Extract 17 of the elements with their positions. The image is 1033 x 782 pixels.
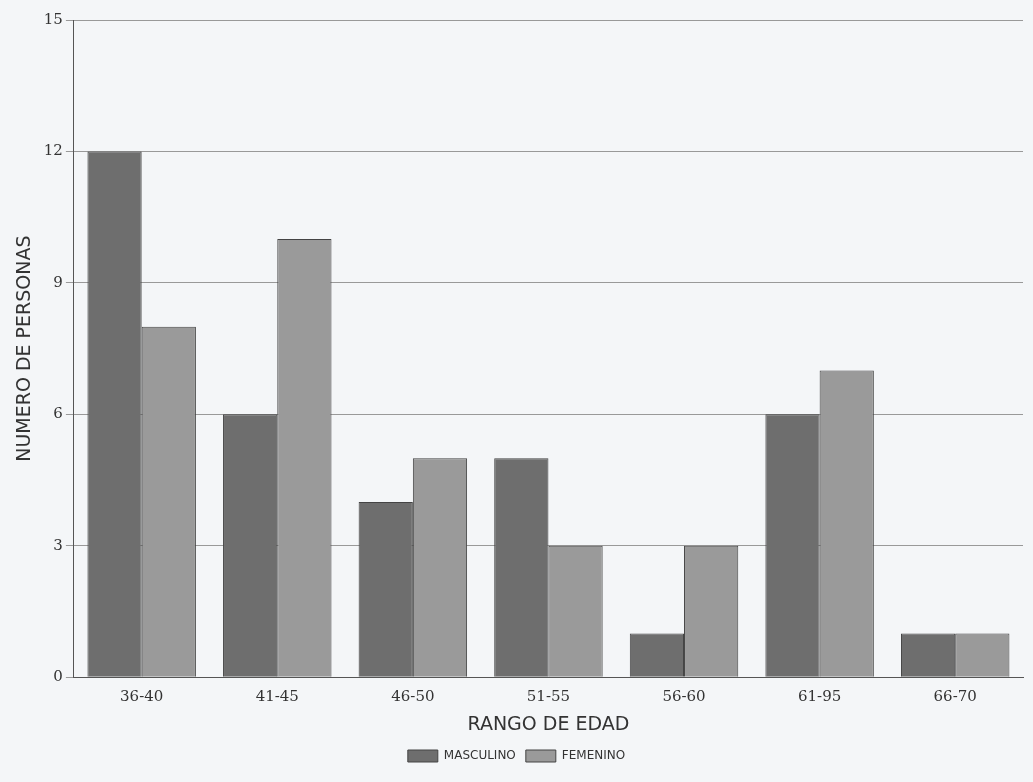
x-tick-label: 41-45 [255, 687, 299, 706]
x-tick-label: 51-55 [526, 687, 571, 706]
x-tick-label: 46-50 [391, 687, 435, 706]
x-tick-label: 66-70 [933, 687, 977, 706]
y-tick-label: 6 [53, 404, 63, 423]
y-tick-label: 9 [53, 272, 63, 291]
y-tick-label: 0 [53, 667, 63, 686]
y-tick-label: 15 [43, 9, 63, 28]
legend-label: MASCULINO [443, 748, 516, 763]
x-tick-label: 36-40 [120, 687, 164, 706]
y-tick-label: 3 [53, 535, 63, 554]
x-tick-label: 56-60 [662, 687, 706, 706]
y-tick-label: 12 [43, 141, 63, 160]
x-tick-label: 61-95 [797, 687, 842, 706]
legend-label: FEMENINO [561, 748, 626, 763]
y-axis-title: NUMERO DE PERSONAS [12, 235, 35, 462]
x-axis-title: RANGO DE EDAD [467, 711, 630, 734]
